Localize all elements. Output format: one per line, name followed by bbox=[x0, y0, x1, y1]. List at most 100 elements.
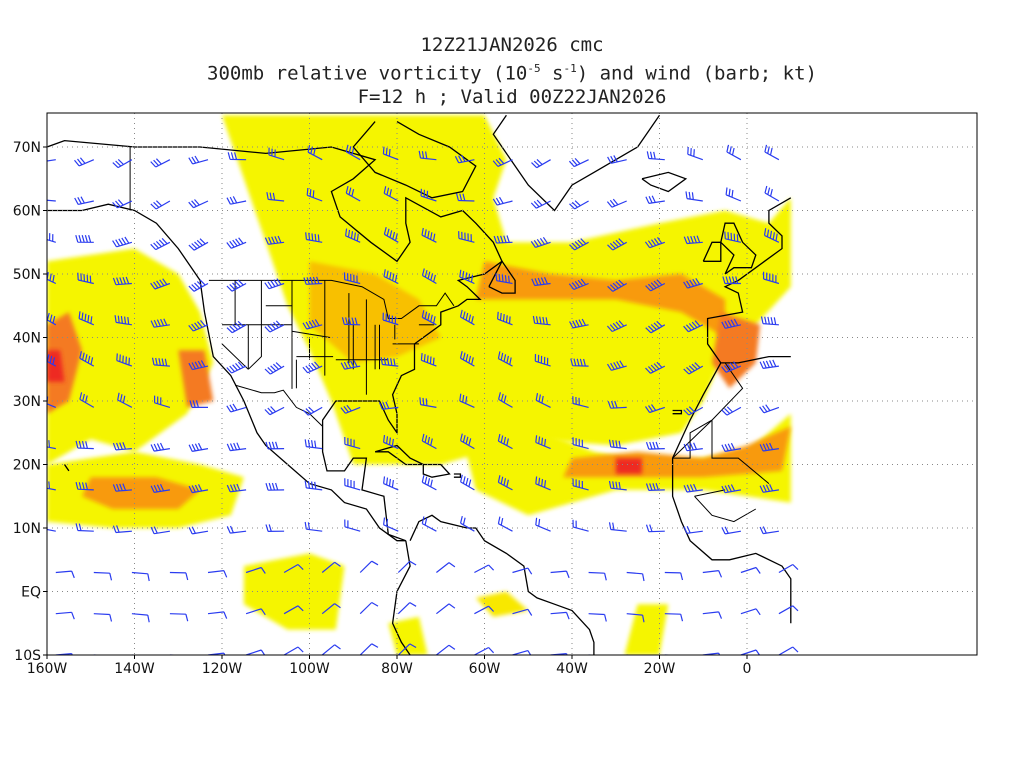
wind-barb bbox=[721, 318, 742, 329]
vorticity-max-red bbox=[615, 458, 642, 474]
wind-barb bbox=[207, 652, 226, 655]
vorticity-patch-peru bbox=[388, 616, 428, 655]
wind-barb bbox=[685, 191, 703, 202]
title-exponent-1: -5 bbox=[527, 62, 541, 75]
wind-barb bbox=[725, 187, 742, 202]
wind-barb bbox=[532, 315, 551, 326]
wind-barb bbox=[340, 359, 361, 370]
wind-barb bbox=[265, 441, 285, 450]
wind-barb bbox=[226, 320, 247, 334]
wind-barb bbox=[683, 525, 703, 534]
wind-barb bbox=[645, 361, 666, 374]
wind-barb bbox=[75, 235, 94, 243]
wind-barb bbox=[304, 439, 323, 450]
vorticity-patch-brazil bbox=[475, 591, 529, 617]
wind-barb bbox=[492, 196, 513, 206]
wind-barb bbox=[778, 605, 799, 615]
wind-barb bbox=[683, 483, 703, 493]
wind-barb bbox=[150, 526, 170, 535]
wind-barb bbox=[550, 570, 570, 579]
wind-barb bbox=[302, 406, 323, 416]
wind-barb bbox=[550, 611, 570, 620]
wind-barb bbox=[607, 238, 627, 251]
wind-barb bbox=[226, 483, 247, 493]
wind-barb bbox=[47, 396, 57, 408]
wind-barb bbox=[497, 475, 513, 491]
wind-barb bbox=[459, 309, 475, 326]
wind-barb bbox=[112, 276, 132, 286]
wind-barb bbox=[572, 437, 589, 450]
coastline-0 bbox=[47, 203, 406, 542]
wind-barb bbox=[112, 236, 133, 248]
wind-barb bbox=[572, 478, 589, 491]
wind-barb bbox=[497, 433, 513, 450]
vorticity-core-baja bbox=[178, 350, 214, 408]
wind-barb bbox=[397, 643, 417, 655]
wind-barb bbox=[721, 406, 742, 416]
wind-barb bbox=[645, 441, 665, 450]
wind-barb bbox=[79, 392, 95, 408]
wind-barb bbox=[740, 608, 761, 616]
wind-barb bbox=[607, 400, 627, 409]
wind-barb bbox=[458, 231, 475, 243]
wind-barb bbox=[343, 272, 361, 285]
vorticity-region-eastpacific bbox=[47, 248, 214, 465]
wind-barb bbox=[75, 440, 94, 450]
wind-barb bbox=[702, 570, 723, 578]
lon-tick-label: 80W bbox=[381, 661, 413, 677]
wind-barb bbox=[683, 442, 703, 452]
lat-tick-label: EQ bbox=[21, 585, 41, 601]
wind-barb bbox=[418, 150, 437, 161]
wind-barb bbox=[383, 269, 399, 285]
wind-barb bbox=[283, 646, 304, 655]
wind-barb bbox=[759, 442, 779, 452]
wind-barb bbox=[420, 353, 437, 367]
coastline-16 bbox=[63, 464, 70, 472]
wind-barb bbox=[380, 357, 399, 367]
wind-barb bbox=[93, 654, 108, 655]
wind-barb bbox=[359, 560, 379, 573]
wind-barb bbox=[188, 199, 209, 209]
wind-barb bbox=[74, 157, 95, 167]
wind-barb bbox=[264, 406, 285, 416]
wind-barb bbox=[498, 392, 513, 408]
wind-barb bbox=[283, 563, 304, 574]
wind-barb bbox=[226, 442, 247, 452]
wind-barb bbox=[112, 442, 132, 451]
wind-barb bbox=[150, 484, 170, 493]
wind-barb bbox=[379, 401, 399, 410]
wind-barb bbox=[664, 571, 684, 581]
lat-tick-label: 20N bbox=[13, 458, 41, 474]
wind-barb bbox=[608, 522, 627, 532]
wind-barb bbox=[588, 571, 607, 581]
wind-barb bbox=[169, 613, 189, 622]
vorticity-core-dateline bbox=[47, 312, 82, 414]
coastline-4 bbox=[706, 197, 792, 364]
wind-barb bbox=[79, 351, 95, 367]
wind-barb bbox=[759, 483, 779, 493]
wind-barb bbox=[683, 406, 704, 416]
wind-barb bbox=[283, 605, 304, 615]
wind-barb bbox=[569, 200, 589, 210]
wind-barb bbox=[474, 646, 495, 655]
wind-barb bbox=[47, 272, 57, 285]
wind-barb bbox=[47, 199, 56, 202]
wind-barb bbox=[344, 436, 361, 450]
coastline-11 bbox=[422, 463, 451, 478]
wind-barb bbox=[151, 357, 170, 367]
wind-barb bbox=[245, 649, 266, 655]
wind-barb bbox=[131, 571, 150, 582]
wind-barb bbox=[188, 442, 209, 452]
wind-barb bbox=[493, 235, 513, 244]
wind-barb bbox=[588, 613, 607, 622]
wind-barb bbox=[306, 187, 323, 202]
wind-barb bbox=[112, 158, 133, 169]
wind-barb bbox=[683, 362, 704, 375]
coastline-14 bbox=[488, 260, 516, 294]
lat-tick-label: 10N bbox=[13, 521, 41, 537]
wind-barb bbox=[763, 228, 780, 243]
wind-barb bbox=[740, 649, 761, 655]
wind-barb bbox=[530, 199, 551, 209]
wind-barb bbox=[226, 196, 247, 205]
